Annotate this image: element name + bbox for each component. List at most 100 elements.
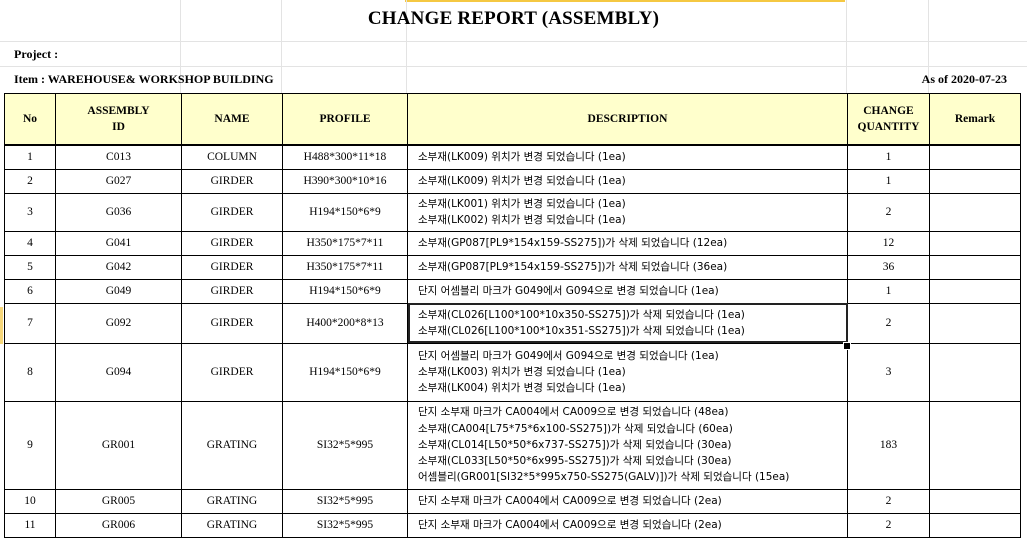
col-header-assembly-id[interactable]: ASSEMBLY ID <box>55 93 182 146</box>
cell-remark[interactable] <box>929 144 1021 170</box>
cell-remark[interactable] <box>929 400 1021 490</box>
cell-change-quantity[interactable]: 36 <box>847 254 930 280</box>
cell-assembly-id[interactable]: G041 <box>55 230 182 256</box>
cell-description[interactable]: 소부재(LK009) 위치가 변경 되었습니다 (1ea) <box>407 168 848 194</box>
cell-assembly-id[interactable]: G094 <box>55 342 182 402</box>
description-line: 어셈블리(GR001[SI32*5*995x750-SS275(GALV)])가… <box>418 471 790 484</box>
description-line: 소부재(LK001) 위치가 변경 되었습니다 (1ea) <box>418 197 626 210</box>
table-row: 5 G042 GIRDER H350*175*7*11 소부재(GP087[PL9*15… <box>4 254 1021 280</box>
cell-remark[interactable] <box>929 254 1021 280</box>
cell-assembly-id[interactable]: G036 <box>55 192 182 232</box>
cell-change-quantity[interactable]: 2 <box>847 192 930 232</box>
cell-profile[interactable]: SI32*5*995 <box>282 400 408 490</box>
cell-remark[interactable] <box>929 192 1021 232</box>
cell-name[interactable]: GRATING <box>181 488 283 514</box>
cell-change-quantity[interactable]: 2 <box>847 488 930 514</box>
cell-assembly-id[interactable]: GR006 <box>55 512 182 538</box>
cell-description[interactable]: 단지 소부재 마크가 CA004에서 CA009으로 변경 되었습니다 (48e… <box>407 400 848 490</box>
fill-handle[interactable] <box>843 342 851 350</box>
col-header-description[interactable]: DESCRIPTION <box>407 93 848 146</box>
cell-no[interactable]: 9 <box>4 400 56 490</box>
cell-profile[interactable]: H194*150*6*9 <box>282 342 408 402</box>
cell-description[interactable]: 단지 어셈블리 마크가 G049에서 G094으로 변경 되었습니다 (1ea)… <box>407 342 848 402</box>
cell-assembly-id[interactable]: G049 <box>55 278 182 304</box>
cell-change-quantity[interactable]: 1 <box>847 144 930 170</box>
table-row: 3 G036 GIRDER H194*150*6*9 소부재(LK001) 위치가 변경… <box>4 192 1021 232</box>
cell-no[interactable]: 5 <box>4 254 56 280</box>
col-header-no[interactable]: No <box>4 93 56 146</box>
cell-profile[interactable]: SI32*5*995 <box>282 512 408 538</box>
table-row: 9 GR001 GRATING SI32*5*995 단지 소부재 마크가 CA004에… <box>4 400 1021 490</box>
cell-name[interactable]: GIRDER <box>181 192 283 232</box>
cell-profile[interactable]: H194*150*6*9 <box>282 278 408 304</box>
cell-name[interactable]: GRATING <box>181 512 283 538</box>
header-row: No ASSEMBLY ID NAME PROFILE DESCRIPTION C… <box>4 93 1021 146</box>
cell-description[interactable]: 소부재(GP087[PL9*154x159-SS275])가 삭제 되었습니다 … <box>407 254 848 280</box>
cell-assembly-id[interactable]: G092 <box>55 302 182 344</box>
cell-description[interactable]: 소부재(GP087[PL9*154x159-SS275])가 삭제 되었습니다 … <box>407 230 848 256</box>
col-header-name[interactable]: NAME <box>181 93 283 146</box>
cell-description[interactable]: 단지 어셈블리 마크가 G049에서 G094으로 변경 되었습니다 (1ea) <box>407 278 848 304</box>
cell-profile[interactable]: H390*300*10*16 <box>282 168 408 194</box>
cell-name[interactable]: GIRDER <box>181 230 283 256</box>
cell-change-quantity[interactable]: 12 <box>847 230 930 256</box>
cell-name[interactable]: COLUMN <box>181 144 283 170</box>
cell-no[interactable]: 10 <box>4 488 56 514</box>
cell-remark[interactable] <box>929 230 1021 256</box>
description-line: 소부재(CA004[L75*75*6x100-SS275])가 삭제 되었습니다… <box>418 422 733 435</box>
cell-assembly-id[interactable]: GR005 <box>55 488 182 514</box>
cell-description[interactable]: 소부재(LK001) 위치가 변경 되었습니다 (1ea) 소부재(LK002) … <box>407 192 848 232</box>
cell-name[interactable]: GIRDER <box>181 302 283 344</box>
cell-remark[interactable] <box>929 168 1021 194</box>
description-line: 단지 어셈블리 마크가 G049에서 G094으로 변경 되었습니다 (1ea) <box>418 349 719 362</box>
cell-no[interactable]: 6 <box>4 278 56 304</box>
cell-no[interactable]: 3 <box>4 192 56 232</box>
cell-name[interactable]: GRATING <box>181 400 283 490</box>
cell-no[interactable]: 8 <box>4 342 56 402</box>
cell-assembly-id[interactable]: GR001 <box>55 400 182 490</box>
cell-change-quantity[interactable]: 1 <box>847 278 930 304</box>
cell-no[interactable]: 1 <box>4 144 56 170</box>
cell-remark[interactable] <box>929 488 1021 514</box>
cell-description[interactable]: 소부재(CL026[L100*100*10x350-SS275])가 삭제 되었… <box>407 302 848 344</box>
cell-assembly-id[interactable]: G042 <box>55 254 182 280</box>
col-header-remark[interactable]: Remark <box>929 93 1021 146</box>
cell-remark[interactable] <box>929 342 1021 402</box>
cell-remark[interactable] <box>929 512 1021 538</box>
cell-profile[interactable]: H488*300*11*18 <box>282 144 408 170</box>
cell-profile[interactable]: H194*150*6*9 <box>282 192 408 232</box>
cell-name[interactable]: GIRDER <box>181 342 283 402</box>
cell-assembly-id[interactable]: C013 <box>55 144 182 170</box>
cell-no[interactable]: 4 <box>4 230 56 256</box>
table-row: 2 G027 GIRDER H390*300*10*16 소부재(LK009) 위치가 … <box>4 168 1021 194</box>
cell-name[interactable]: GIRDER <box>181 278 283 304</box>
cell-remark[interactable] <box>929 278 1021 304</box>
description-line: 단지 소부재 마크가 CA004에서 CA009으로 변경 되었습니다 (2ea… <box>418 494 722 507</box>
project-label: Project : <box>14 47 59 61</box>
cell-description[interactable]: 단지 소부재 마크가 CA004에서 CA009으로 변경 되었습니다 (2ea… <box>407 512 848 538</box>
cell-profile[interactable]: H350*175*7*11 <box>282 230 408 256</box>
cell-profile[interactable]: H400*200*8*13 <box>282 302 408 344</box>
description-line: 단지 소부재 마크가 CA004에서 CA009으로 변경 되었습니다 (2ea… <box>418 518 722 531</box>
cell-change-quantity[interactable]: 1 <box>847 168 930 194</box>
col-header-change-quantity[interactable]: CHANGE QUANTITY <box>847 93 930 146</box>
cell-name[interactable]: GIRDER <box>181 168 283 194</box>
col-header-profile[interactable]: PROFILE <box>282 93 408 146</box>
cell-assembly-id[interactable]: G027 <box>55 168 182 194</box>
cell-description[interactable]: 단지 소부재 마크가 CA004에서 CA009으로 변경 되었습니다 (2ea… <box>407 488 848 514</box>
cell-profile[interactable]: H350*175*7*11 <box>282 254 408 280</box>
cell-no[interactable]: 7 <box>4 302 56 344</box>
cell-change-quantity[interactable]: 2 <box>847 512 930 538</box>
grid-row-line <box>0 66 1027 67</box>
cell-no[interactable]: 2 <box>4 168 56 194</box>
description-line: 단지 소부재 마크가 CA004에서 CA009으로 변경 되었습니다 (48e… <box>418 406 729 419</box>
cell-name[interactable]: GIRDER <box>181 254 283 280</box>
cell-change-quantity[interactable]: 3 <box>847 342 930 402</box>
description-line: 소부재(LK009) 위치가 변경 되었습니다 (1ea) <box>418 151 626 164</box>
cell-no[interactable]: 11 <box>4 512 56 538</box>
cell-description[interactable]: 소부재(LK009) 위치가 변경 되었습니다 (1ea) <box>407 144 848 170</box>
cell-remark[interactable] <box>929 302 1021 344</box>
cell-change-quantity[interactable]: 2 <box>847 302 930 344</box>
cell-profile[interactable]: SI32*5*995 <box>282 488 408 514</box>
cell-change-quantity[interactable]: 183 <box>847 400 930 490</box>
